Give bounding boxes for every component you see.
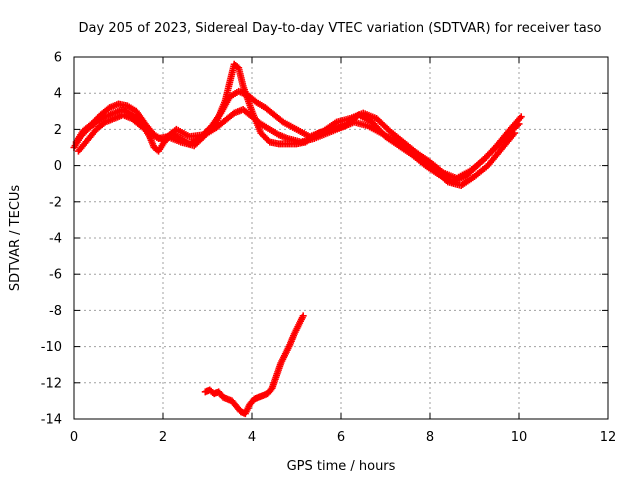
- x-tick-label: 4: [248, 430, 256, 445]
- data-point: [511, 129, 519, 137]
- x-tick-label: 2: [159, 430, 167, 445]
- y-tick-label: -2: [49, 195, 62, 210]
- y-tick-label: 0: [54, 159, 62, 174]
- x-tick-label: 12: [600, 430, 617, 445]
- y-tick-label: -6: [49, 268, 62, 283]
- x-axis-label: GPS time / hours: [287, 459, 396, 474]
- y-tick-label: -14: [41, 413, 62, 428]
- series-track-c: [74, 105, 519, 190]
- grid-lines: [74, 57, 608, 419]
- y-tick-label: 6: [54, 51, 62, 66]
- data-points: [70, 60, 525, 418]
- chart-title: Day 205 of 2023, Sidereal Day-to-day VTE…: [79, 21, 602, 36]
- y-axis-label: SDTVAR / TECUs: [8, 185, 23, 292]
- x-tick-label: 6: [337, 430, 345, 445]
- y-tick-label: -8: [49, 304, 62, 319]
- data-point: [299, 312, 307, 320]
- x-tick-label: 8: [426, 430, 434, 445]
- y-tick-label: 2: [54, 123, 62, 138]
- plot-frame: [73, 56, 609, 420]
- x-tick-label: 10: [511, 430, 528, 445]
- series-track-b: [72, 87, 525, 182]
- series-track-d: [201, 312, 307, 418]
- y-tick-label: 4: [54, 87, 62, 102]
- y-tick-label: -12: [41, 376, 62, 391]
- y-tick-label: -4: [49, 232, 62, 247]
- y-tick-label: -10: [41, 340, 62, 355]
- x-tick-label: 0: [70, 430, 78, 445]
- data-point: [517, 113, 525, 121]
